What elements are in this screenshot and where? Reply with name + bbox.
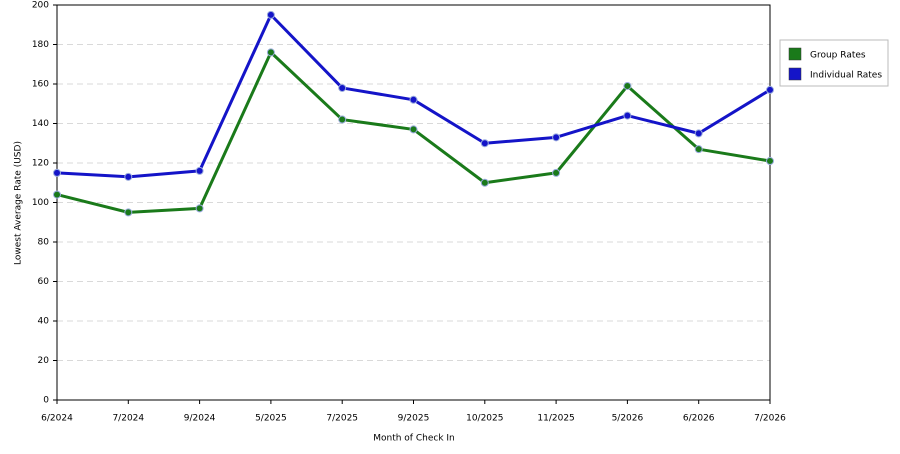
legend-swatch xyxy=(788,47,802,61)
y-tick-label: 60 xyxy=(38,277,50,287)
y-axis-label: Lowest Average Rate (USD) xyxy=(14,141,24,265)
legend-label: Individual Rates xyxy=(810,71,882,81)
y-tick-label: 0 xyxy=(43,396,49,406)
data-point xyxy=(552,168,561,177)
data-point xyxy=(124,208,133,217)
x-tick-label: 11/2025 xyxy=(537,414,574,424)
data-point xyxy=(338,83,347,92)
y-tick-label: 40 xyxy=(38,317,50,327)
data-point xyxy=(623,111,632,120)
x-tick-label: 10/2025 xyxy=(466,414,503,424)
data-point xyxy=(766,85,774,94)
x-tick-label: 9/2024 xyxy=(184,414,216,424)
data-point xyxy=(694,129,703,138)
data-point xyxy=(409,125,418,134)
data-point xyxy=(480,178,489,187)
y-tick-label: 80 xyxy=(38,238,50,248)
data-point xyxy=(195,204,204,213)
x-tick-label: 7/2026 xyxy=(754,414,786,424)
data-point xyxy=(53,168,61,177)
data-point xyxy=(338,115,347,124)
data-point xyxy=(195,166,204,175)
data-point xyxy=(552,133,561,142)
x-tick-label: 9/2025 xyxy=(398,414,430,424)
data-point xyxy=(124,172,133,181)
y-tick-label: 180 xyxy=(32,40,49,50)
x-tick-label: 5/2025 xyxy=(255,414,287,424)
data-point xyxy=(266,48,275,57)
data-point xyxy=(694,145,703,154)
x-tick-label: 6/2024 xyxy=(41,414,73,424)
data-point xyxy=(53,190,61,199)
data-point xyxy=(409,95,418,104)
x-tick-label: 7/2025 xyxy=(326,414,358,424)
y-tick-label: 20 xyxy=(38,356,50,366)
data-point xyxy=(623,81,632,90)
x-tick-label: 7/2024 xyxy=(112,414,144,424)
y-tick-label: 140 xyxy=(32,119,49,129)
data-point xyxy=(266,10,275,19)
legend-label: Group Rates xyxy=(810,51,866,61)
plot-frame xyxy=(56,4,771,401)
data-point xyxy=(766,157,774,166)
x-tick-label: 5/2026 xyxy=(612,414,644,424)
y-tick-label: 100 xyxy=(32,198,49,208)
y-tick-label: 120 xyxy=(32,159,49,169)
legend-swatch xyxy=(788,67,802,81)
x-axis-label: Month of Check In xyxy=(373,434,455,444)
y-tick-label: 160 xyxy=(32,80,49,90)
data-point xyxy=(480,139,489,148)
x-tick-label: 6/2026 xyxy=(683,414,715,424)
y-tick-label: 200 xyxy=(32,1,49,11)
